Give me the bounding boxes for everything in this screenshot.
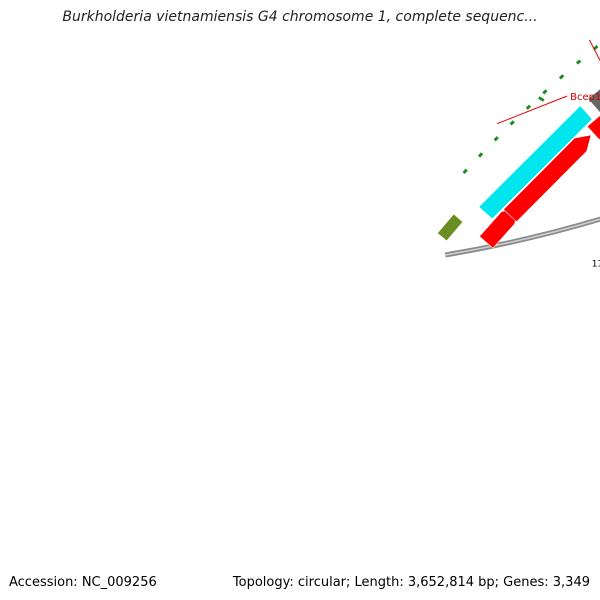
inner-tick-dot [525,104,532,110]
inner-tick-dot [493,136,499,142]
cds-arrow [586,115,600,141]
gene-callout-line [496,95,568,125]
backbone-highlight [445,218,600,256]
gene-label[interactable]: Bcep1808_1090 [570,92,600,103]
inner-tick-dot [593,44,599,51]
inner-major-tick [538,96,545,102]
feature-track [436,88,600,249]
inner-tick-dot [575,59,582,65]
accession-text: Accession: NC_009256 [9,575,157,590]
inner-tick-dot [558,74,565,80]
map-title: Burkholderia vietnamiensis G4 chromosome… [62,9,538,25]
partial-feature-top [436,213,464,242]
inner-tick-dot [509,120,515,126]
tick-label: 1179 kbp [592,260,600,270]
inner-tick-dot [477,152,484,158]
inner-tick-dot [462,168,468,174]
label-layer: 1179 kbp1180 kbp1181 kbp1182 kbp1183 kbp… [496,39,600,270]
gene-feature [587,88,600,113]
gene-feature [478,105,593,220]
backbone-track [444,216,600,258]
inner-tick-dot [542,89,548,95]
tick-dot-track [462,44,599,174]
cds-arrow [502,134,592,223]
topology-summary: Topology: circular; Length: 3,652,814 bp… [232,575,590,590]
